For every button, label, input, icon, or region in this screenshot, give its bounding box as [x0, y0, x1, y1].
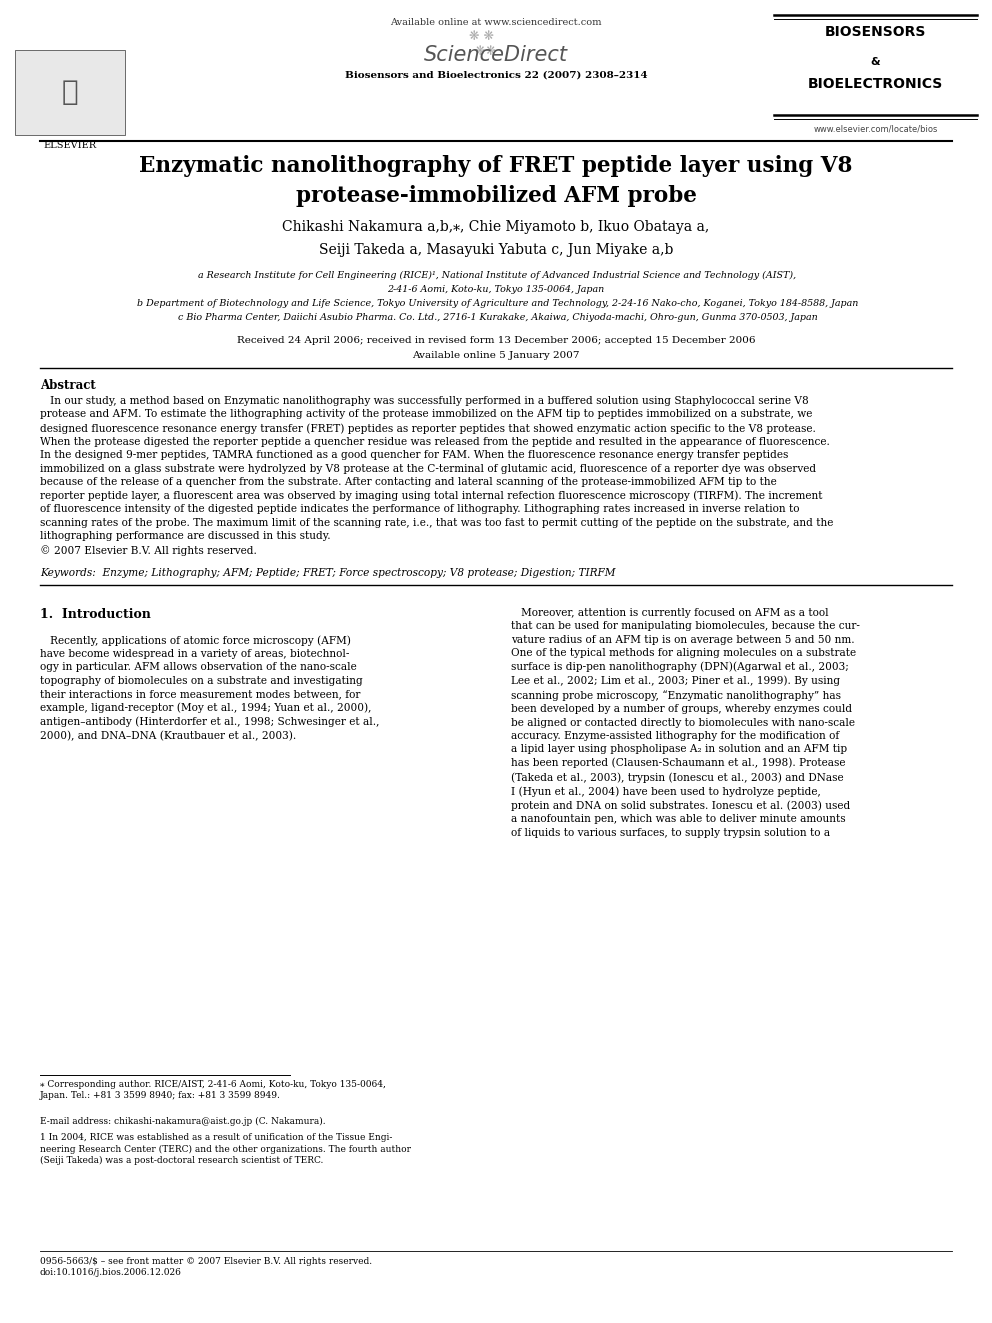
- Text: ScienceDirect: ScienceDirect: [424, 45, 568, 65]
- Text: ELSEVIER: ELSEVIER: [44, 142, 96, 149]
- Text: Chikashi Nakamura a,b,⁎, Chie Miyamoto b, Ikuo Obataya a,: Chikashi Nakamura a,b,⁎, Chie Miyamoto b…: [283, 220, 709, 234]
- Text: E-mail address: chikashi-nakamura@aist.go.jp (C. Nakamura).: E-mail address: chikashi-nakamura@aist.g…: [40, 1117, 325, 1126]
- Text: b Department of Biotechnology and Life Science, Tokyo University of Agriculture : b Department of Biotechnology and Life S…: [134, 299, 858, 308]
- Text: c Bio Pharma Center, Daiichi Asubio Pharma. Co. Ltd., 2716-1 Kurakake, Akaiwa, C: c Bio Pharma Center, Daiichi Asubio Phar…: [175, 314, 817, 321]
- Text: a Research Institute for Cell Engineering (RICE)¹, National Institute of Advance: a Research Institute for Cell Engineerin…: [195, 271, 797, 280]
- Text: In our study, a method based on Enzymatic nanolithography was successfully perfo: In our study, a method based on Enzymati…: [40, 396, 833, 556]
- Text: www.elsevier.com/locate/bios: www.elsevier.com/locate/bios: [813, 124, 937, 134]
- Text: &: &: [871, 57, 880, 67]
- Text: Received 24 April 2006; received in revised form 13 December 2006; accepted 15 D: Received 24 April 2006; received in revi…: [237, 336, 755, 345]
- Text: BIOELECTRONICS: BIOELECTRONICS: [807, 77, 943, 91]
- Text: 2-41-6 Aomi, Koto-ku, Tokyo 135-0064, Japan: 2-41-6 Aomi, Koto-ku, Tokyo 135-0064, Ja…: [387, 284, 605, 294]
- Text: ❋ ❋
  ❋❋: ❋ ❋ ❋❋: [466, 30, 496, 58]
- Text: Available online 5 January 2007: Available online 5 January 2007: [413, 351, 579, 360]
- Text: Enzymatic nanolithography of FRET peptide layer using V8: Enzymatic nanolithography of FRET peptid…: [139, 155, 853, 177]
- Text: Available online at www.sciencedirect.com: Available online at www.sciencedirect.co…: [390, 19, 602, 26]
- Text: Biosensors and Bioelectronics 22 (2007) 2308–2314: Biosensors and Bioelectronics 22 (2007) …: [344, 71, 648, 79]
- Text: 1.  Introduction: 1. Introduction: [40, 609, 151, 620]
- Bar: [15, 50, 125, 135]
- Text: Abstract: Abstract: [40, 378, 95, 392]
- Text: Recently, applications of atomic force microscopy (AFM)
have become widespread i: Recently, applications of atomic force m…: [40, 635, 379, 741]
- Text: BIOSENSORS: BIOSENSORS: [824, 25, 927, 38]
- Text: 🌳: 🌳: [62, 78, 78, 106]
- Text: protease-immobilized AFM probe: protease-immobilized AFM probe: [296, 185, 696, 206]
- Text: 0956-5663/$ – see front matter © 2007 Elsevier B.V. All rights reserved.
doi:10.: 0956-5663/$ – see front matter © 2007 El…: [40, 1257, 372, 1278]
- Text: Seiji Takeda a, Masayuki Yabuta c, Jun Miyake a,b: Seiji Takeda a, Masayuki Yabuta c, Jun M…: [318, 243, 674, 257]
- Text: ⁎ Corresponding author. RICE/AIST, 2-41-6 Aomi, Koto-ku, Tokyo 135-0064,
Japan. : ⁎ Corresponding author. RICE/AIST, 2-41-…: [40, 1080, 386, 1101]
- Text: Keywords:  Enzyme; Lithography; AFM; Peptide; FRET; Force spectroscopy; V8 prote: Keywords: Enzyme; Lithography; AFM; Pept…: [40, 568, 615, 578]
- Text: 1 In 2004, RICE was established as a result of unification of the Tissue Engi-
n: 1 In 2004, RICE was established as a res…: [40, 1132, 411, 1166]
- Text: Moreover, attention is currently focused on AFM as a tool
that can be used for m: Moreover, attention is currently focused…: [511, 609, 860, 837]
